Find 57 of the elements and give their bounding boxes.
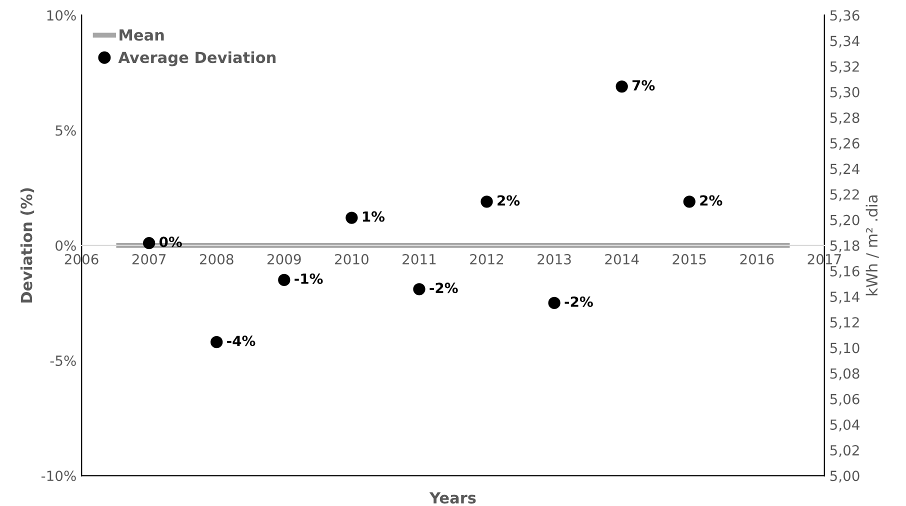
x-tick-label: 2008	[200, 254, 234, 264]
point	[346, 212, 358, 224]
point	[143, 237, 156, 250]
x-tick-label: 2007	[132, 254, 166, 264]
x-tick-label: 2015	[672, 254, 706, 264]
y2-tick-label: 5,08	[830, 368, 860, 380]
y2-tick-label: 5,04	[830, 419, 860, 432]
y2-tick-label: 5,34	[830, 36, 860, 48]
y-tick-label: 0%	[56, 240, 76, 251]
y-axis-title: Deviation (%)	[20, 188, 34, 303]
y2-tick-label: 5,24	[830, 164, 860, 176]
y2-tick-label: 5,36	[830, 10, 860, 22]
y2-tick-label: 5,20	[830, 214, 860, 227]
y2-tick-label: 5,12	[830, 317, 859, 330]
y2-tick-label: 5,10	[830, 342, 860, 355]
data-label: 2%	[498, 195, 520, 206]
y2-tick-label: 5,30	[830, 86, 860, 99]
y2-tick-label: 5,14	[830, 292, 860, 304]
point	[548, 296, 560, 310]
point	[210, 336, 223, 348]
y-tick-label: -5%	[50, 355, 76, 366]
x-tick-label: 2010	[335, 254, 368, 264]
y2-tick-label: 5,28	[830, 112, 860, 124]
x-tick-label: 2012	[470, 254, 504, 264]
point	[413, 283, 426, 296]
legend-label: Mean	[120, 29, 164, 41]
y-tick-label: 5%	[56, 125, 76, 136]
x-tick-label: 2016	[740, 254, 774, 264]
data-label: 7%	[632, 80, 655, 91]
data-label: -2%	[430, 282, 458, 294]
x-tick-label: 2013	[538, 254, 571, 264]
y-tick-label: 10%	[47, 10, 76, 21]
y2-tick-label: 5,22	[830, 189, 859, 202]
y2-tick-label: 5,26	[830, 138, 860, 150]
point	[616, 80, 628, 93]
x-tick-label: 2011	[402, 254, 436, 264]
point	[278, 274, 290, 286]
legend-label: Average Deviation	[118, 51, 276, 66]
x-axis-title: Years	[429, 492, 476, 504]
data-label: 2%	[700, 195, 722, 206]
y2-tick-label: 5,06	[830, 394, 860, 406]
point	[480, 196, 493, 208]
point	[683, 196, 696, 208]
y2-tick-label: 5,00	[830, 470, 860, 483]
y2-tick-label: 5,02	[830, 445, 859, 457]
y2-tick-label: 5,32	[830, 61, 859, 74]
y2-tick-label: 5,16	[830, 266, 860, 278]
data-label: -1%	[294, 273, 323, 284]
y-tick-label: -10%	[41, 470, 76, 482]
x-tick-label: 2009	[268, 254, 301, 264]
y2-axis-title: kWh / m² .dia	[866, 196, 879, 296]
data-label: -4%	[227, 336, 256, 346]
data-label: 0%	[159, 236, 182, 248]
data-label: 1%	[362, 211, 385, 222]
y2-tick-label: 5,18	[830, 240, 860, 252]
data-label: -2%	[564, 296, 593, 307]
x-tick-label: 2014	[605, 254, 639, 264]
